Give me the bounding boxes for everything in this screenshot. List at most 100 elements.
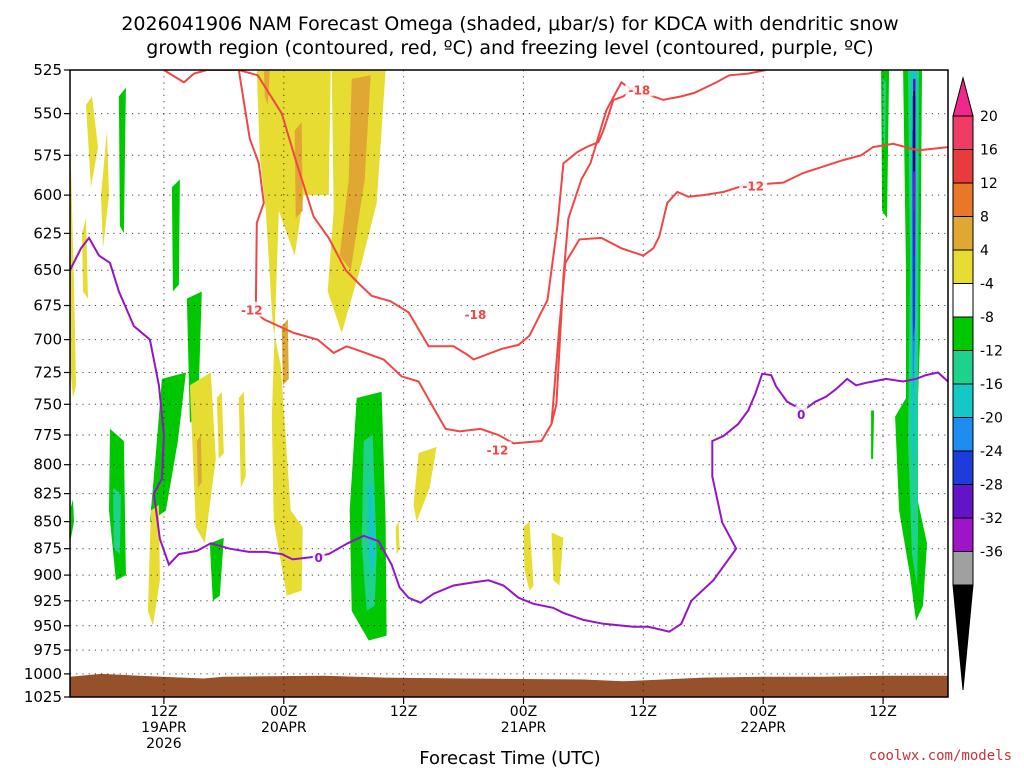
- red-label-bg-2: [739, 177, 768, 193]
- x-tick-label-4-0: 12Z: [630, 704, 657, 720]
- y-tick-label-15: 900: [33, 566, 62, 584]
- omega-region-13: [147, 504, 160, 626]
- omega-region-6: [171, 179, 180, 292]
- omega-region-15: [238, 391, 246, 488]
- colorbar-bin-1: [952, 149, 974, 184]
- colorbar-bottom-arrow: [952, 584, 974, 691]
- colorbar-bin-7: [952, 350, 974, 385]
- plot-frame: [69, 69, 949, 698]
- x-tick-label-1-0: 00Z: [270, 704, 297, 720]
- purple-contour-line-1: [70, 236, 948, 633]
- y-tick-label-14: 875: [33, 540, 62, 558]
- y-tick-label-1: 550: [33, 105, 62, 123]
- y-axis: 525 550 575 600 625 650 675 700 725 750 775 800 825 8…: [24, 61, 70, 706]
- omega-region-21: [263, 70, 270, 105]
- y-tick-label-2: 575: [33, 146, 62, 164]
- terrain-fill: [70, 673, 948, 697]
- colorbar-label-10: -24: [980, 444, 1003, 460]
- omega-region-14: [189, 372, 216, 544]
- red-label-1: -18: [465, 308, 487, 322]
- colorbar-label-3: 8: [980, 210, 989, 226]
- contour-labels: -18 -18 -12 -12 -12 0 0: [237, 81, 808, 565]
- y-tick-label-5: 650: [33, 261, 62, 279]
- y-tick-label-8: 725: [33, 364, 62, 382]
- colorbar-bin-0: [952, 115, 974, 150]
- purple-label-bg-1: [795, 406, 808, 422]
- omega-region-22: [339, 75, 371, 271]
- omega-region-4: [82, 218, 88, 299]
- y-tick-label-10: 775: [33, 426, 62, 444]
- colorbar-bin-13: [952, 551, 974, 586]
- plot-area: -18 -18 -12 -12 -12 0 0: [69, 69, 949, 698]
- omega-region-9: [113, 487, 121, 555]
- x-tick-label-5-0: 00Z: [749, 704, 776, 720]
- red-label-bg-1: [461, 305, 490, 321]
- colorbar-bin-3: [952, 216, 974, 251]
- colorbar-label-8: -16: [980, 377, 1003, 393]
- y-tick-label-20: 1025: [24, 688, 62, 706]
- y-tick-label-0: 525: [33, 61, 62, 79]
- colorbar-label-11: -28: [980, 478, 1003, 494]
- red-contour-line-2: [238, 70, 635, 361]
- x-tick-label-5-1: 22APR: [740, 720, 786, 736]
- terrain-layer: [70, 673, 948, 697]
- x-tick-label-0-2: 2026: [146, 736, 182, 752]
- y-tick-label-18: 975: [33, 641, 62, 659]
- colorbar-bin-11: [952, 484, 974, 519]
- purple-label-bg-0: [312, 549, 325, 565]
- red-label-2: -12: [742, 180, 764, 194]
- omega-region-2: [101, 130, 109, 249]
- colorbar-label-2: 12: [980, 176, 998, 192]
- y-tick-label-7: 700: [33, 331, 62, 349]
- omega-region-29: [523, 521, 534, 591]
- y-tick-label-3: 600: [33, 186, 62, 204]
- red-label-3: -12: [241, 304, 263, 318]
- y-tick-label-17: 950: [33, 617, 62, 635]
- colorbar-bin-9: [952, 417, 974, 452]
- colorbar-bin-2: [952, 182, 974, 217]
- colorbar-label-12: -32: [980, 511, 1003, 527]
- colorbar-bin-4: [952, 249, 974, 284]
- red-label-bg-0: [625, 81, 654, 97]
- colorbar: 20 16 12 8 4 -4 -8 -12 -16 -20 -24 -28 -32 -36: [952, 76, 1003, 691]
- colorbar-label-9: -20: [980, 411, 1003, 427]
- colorbar-bin-6: [952, 316, 974, 351]
- red-label-bg-4: [483, 441, 512, 457]
- y-tick-label-13: 850: [33, 513, 62, 531]
- credit-text: coolwx.com/models: [869, 748, 1012, 764]
- colorbar-label-4: 4: [980, 243, 989, 259]
- purple-label-1: 0: [797, 408, 805, 422]
- colorbar-label-0: 20: [980, 109, 998, 125]
- x-tick-label-6-0: 12Z: [869, 704, 896, 720]
- x-tick-label-3-1: 21APR: [501, 720, 547, 736]
- omega-region-16: [196, 435, 202, 488]
- omega-region-3: [86, 96, 98, 188]
- freezing-level-contours: [70, 236, 948, 633]
- purple-label-0: 0: [315, 551, 323, 565]
- x-tick-label-0-0: 12Z: [150, 704, 177, 720]
- omega-region-26: [368, 482, 376, 576]
- y-tick-label-11: 800: [33, 456, 62, 474]
- y-tick-label-16: 925: [33, 592, 62, 610]
- colorbar-bin-12: [952, 517, 974, 552]
- colorbar-label-1: 16: [980, 143, 998, 159]
- colorbar-label-7: -12: [980, 344, 1003, 360]
- omega-region-12: [209, 537, 224, 601]
- colorbar-label-13: -36: [980, 545, 1003, 561]
- omega-region-28: [413, 447, 437, 522]
- chart-title-line-1: 2026041906 NAM Forecast Omega (shaded, μ…: [121, 13, 898, 35]
- colorbar-label-5: -4: [980, 277, 994, 293]
- x-tick-label-3-0: 00Z: [510, 704, 537, 720]
- y-tick-label-9: 750: [33, 395, 62, 413]
- red-label-4: -12: [487, 443, 509, 457]
- omega-region-10: [70, 499, 74, 544]
- x-tick-label-1-1: 20APR: [261, 720, 307, 736]
- red-label-bg-3: [237, 301, 266, 317]
- omega-region-27: [395, 521, 400, 555]
- omega-region-5: [118, 87, 126, 234]
- y-tick-label-6: 675: [33, 297, 62, 315]
- omega-region-30: [551, 532, 564, 586]
- omega-region-33: [871, 410, 875, 459]
